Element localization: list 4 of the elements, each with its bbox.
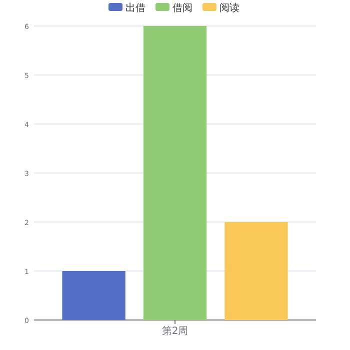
- legend-label: 借阅: [172, 2, 192, 14]
- legend-label: 出借: [126, 2, 146, 14]
- x-tick-label: 第2周: [162, 325, 188, 337]
- legend-label: 阅读: [220, 2, 240, 14]
